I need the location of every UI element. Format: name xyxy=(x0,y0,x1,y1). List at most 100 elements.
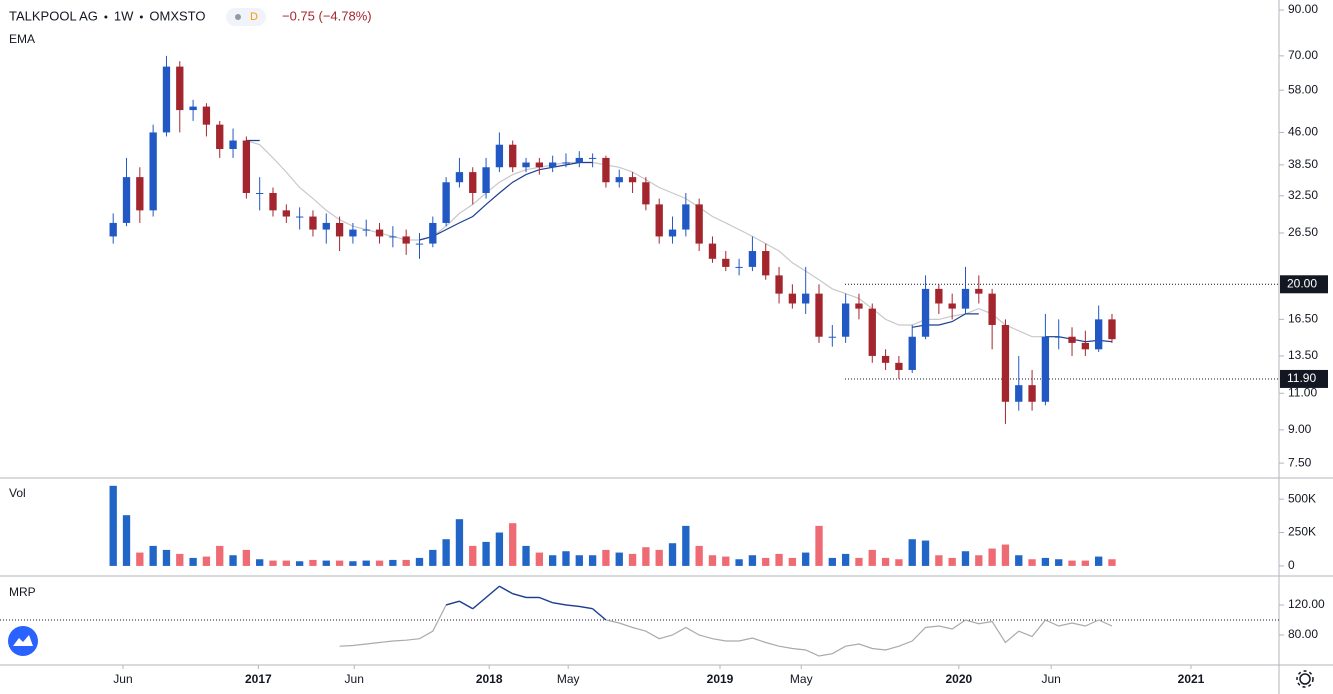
volume-bar xyxy=(975,555,983,566)
candle-body xyxy=(855,303,863,309)
y-tick-label: 500K xyxy=(1288,491,1316,505)
candle-body xyxy=(655,204,663,237)
volume-bar xyxy=(349,561,357,566)
volume-bar xyxy=(921,540,930,566)
candle-body xyxy=(162,66,171,133)
mrp-line-above xyxy=(552,602,567,606)
volume-bar xyxy=(256,559,264,566)
y-tick-label: 32.50 xyxy=(1288,188,1318,202)
candle-body xyxy=(335,222,344,237)
volume-bar xyxy=(202,556,211,566)
mrp-line-above xyxy=(459,600,474,610)
volume-bar xyxy=(881,557,890,566)
mrp-line-above xyxy=(539,596,553,604)
candle-body xyxy=(788,293,797,304)
y-tick-label: 0 xyxy=(1288,558,1295,572)
volume-bar xyxy=(1015,555,1023,566)
badge-bg xyxy=(226,8,266,26)
candle-body xyxy=(122,177,131,223)
volume-bar xyxy=(482,541,490,566)
volume-bar xyxy=(868,549,876,566)
candle-body xyxy=(642,182,650,205)
volume-bar xyxy=(429,549,437,566)
candle-body xyxy=(282,210,290,217)
candle-body xyxy=(895,362,903,370)
badge-text: D xyxy=(250,11,258,23)
volume-bar xyxy=(1028,559,1036,566)
candle-body xyxy=(802,293,810,304)
volume-bar xyxy=(455,519,464,566)
candle-body xyxy=(908,336,916,370)
candle-body xyxy=(362,229,370,231)
x-tick-label: 2020 xyxy=(945,672,972,686)
candle-body xyxy=(562,162,570,164)
y-tick-label: 11.00 xyxy=(1288,385,1317,399)
volume-bar xyxy=(682,525,690,566)
candle-body xyxy=(535,162,544,168)
volume-bar xyxy=(242,549,251,566)
y-tick-label: 16.50 xyxy=(1288,312,1318,326)
candle-body xyxy=(575,157,583,163)
mrp-line-above xyxy=(579,605,593,610)
candle-body xyxy=(1108,319,1116,340)
volume-bar xyxy=(668,543,677,566)
volume-bar xyxy=(229,555,237,566)
y-tick-label: 7.50 xyxy=(1288,455,1312,469)
candle-body xyxy=(455,172,464,183)
volume-bar xyxy=(841,553,850,566)
x-tick-label: 2019 xyxy=(707,672,734,686)
settings-icon[interactable] xyxy=(1296,670,1314,688)
candle-body xyxy=(322,222,330,230)
x-tick-label: May xyxy=(557,672,580,686)
volume-bar xyxy=(402,559,410,566)
candle-body xyxy=(722,258,730,267)
candle-body xyxy=(229,140,237,150)
candle-body xyxy=(202,106,211,125)
volume-bar xyxy=(469,545,477,566)
candle-body xyxy=(961,288,970,309)
volume-bar xyxy=(655,549,663,566)
gear-teeth xyxy=(1296,670,1314,688)
volume-bar xyxy=(722,556,730,566)
volume-bar xyxy=(509,523,517,566)
price-change: −0.75 (−4.78%) xyxy=(282,8,372,23)
y-tick-label: 9.00 xyxy=(1288,422,1312,436)
volume-bar xyxy=(708,555,717,566)
candle-body xyxy=(482,167,490,193)
candle-body xyxy=(935,288,943,304)
volume-bar xyxy=(295,561,304,566)
volume-bar xyxy=(335,560,344,566)
price-level-label: 11.90 xyxy=(1287,371,1316,385)
volume-bar xyxy=(109,485,117,566)
volume-bar xyxy=(948,557,956,566)
pane-label: MRP xyxy=(9,585,36,599)
volume-bar xyxy=(762,557,770,566)
volume-bar xyxy=(548,555,557,566)
separator xyxy=(104,15,108,19)
volume-bar xyxy=(389,559,397,566)
volume-bar xyxy=(442,539,450,566)
volume-bar xyxy=(1068,560,1076,566)
logo[interactable] xyxy=(8,626,38,656)
exchange: OMXSTO xyxy=(149,8,205,23)
mrp-line-above xyxy=(485,585,500,599)
x-tick-label: 2021 xyxy=(1178,672,1205,686)
candle-body xyxy=(415,243,424,245)
candle-body xyxy=(402,236,410,244)
volume-bar xyxy=(788,557,797,566)
volume-bar xyxy=(189,557,197,566)
y-tick-label: 58.00 xyxy=(1288,82,1318,96)
badge[interactable]: D xyxy=(226,8,266,26)
candle-body xyxy=(149,132,157,211)
volume-bar xyxy=(562,551,570,566)
candle-body xyxy=(442,182,450,223)
mrp-line-above xyxy=(499,585,514,595)
interval: 1W xyxy=(114,8,134,23)
candle-body xyxy=(109,222,117,237)
volume-bar xyxy=(1041,557,1050,566)
candle-body xyxy=(762,251,770,276)
candle-body xyxy=(548,162,557,168)
logo-circle xyxy=(8,626,38,656)
volume-bar xyxy=(961,551,970,566)
volume-bar xyxy=(828,557,836,566)
